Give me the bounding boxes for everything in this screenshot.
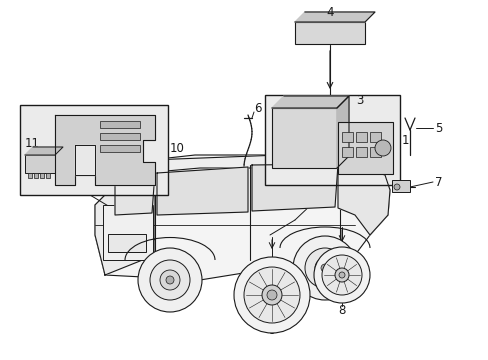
Polygon shape — [95, 155, 389, 280]
Circle shape — [244, 267, 299, 323]
Bar — [369, 147, 380, 157]
Circle shape — [313, 247, 369, 303]
Bar — [341, 132, 352, 142]
Text: 1: 1 — [401, 134, 408, 147]
Circle shape — [338, 272, 345, 278]
Circle shape — [321, 255, 361, 295]
Bar — [100, 145, 140, 152]
Polygon shape — [271, 96, 348, 108]
Text: 6: 6 — [254, 102, 261, 114]
Circle shape — [374, 140, 390, 156]
Polygon shape — [95, 172, 155, 275]
Bar — [337, 122, 392, 174]
Text: 4: 4 — [325, 5, 333, 18]
Polygon shape — [294, 12, 374, 22]
Bar — [341, 147, 352, 157]
Text: 7: 7 — [434, 176, 442, 189]
Circle shape — [305, 248, 345, 288]
Text: 3: 3 — [356, 94, 363, 107]
Circle shape — [234, 257, 309, 333]
Polygon shape — [337, 162, 389, 235]
Bar — [100, 133, 140, 140]
Polygon shape — [25, 147, 63, 155]
Text: 5: 5 — [434, 122, 442, 135]
Bar — [264, 95, 399, 185]
Bar — [103, 205, 153, 260]
Bar — [355, 132, 366, 142]
Circle shape — [393, 184, 399, 190]
Circle shape — [165, 276, 174, 284]
Polygon shape — [55, 115, 155, 185]
Bar — [271, 108, 336, 168]
Circle shape — [292, 236, 356, 300]
Text: 9: 9 — [268, 324, 275, 337]
Text: 8: 8 — [338, 303, 345, 316]
Bar — [355, 147, 366, 157]
Bar — [28, 173, 32, 178]
Circle shape — [262, 285, 282, 305]
Text: 2: 2 — [301, 94, 308, 107]
Polygon shape — [251, 164, 337, 211]
Bar — [20, 105, 168, 195]
Bar — [100, 121, 140, 128]
Bar — [108, 234, 146, 252]
Circle shape — [266, 290, 276, 300]
Circle shape — [138, 248, 202, 312]
Text: 11: 11 — [25, 136, 40, 149]
Circle shape — [314, 258, 334, 278]
Bar — [391, 180, 409, 192]
Circle shape — [320, 264, 328, 272]
Circle shape — [160, 270, 180, 290]
Polygon shape — [75, 145, 95, 175]
Circle shape — [334, 268, 348, 282]
Bar — [25, 155, 55, 173]
Bar — [46, 173, 50, 178]
Bar — [34, 173, 38, 178]
Circle shape — [150, 260, 190, 300]
Bar — [369, 132, 380, 142]
Polygon shape — [110, 155, 384, 182]
Polygon shape — [336, 96, 348, 168]
Text: 10: 10 — [170, 141, 184, 154]
Polygon shape — [157, 167, 247, 215]
Bar — [40, 173, 44, 178]
Bar — [294, 22, 364, 44]
Polygon shape — [115, 172, 155, 215]
